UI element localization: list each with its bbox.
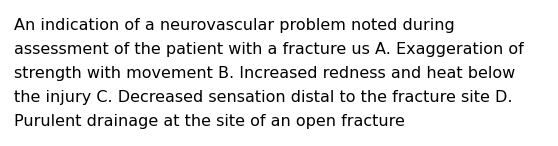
Text: An indication of a neurovascular problem noted during: An indication of a neurovascular problem… [14, 18, 455, 33]
Text: strength with movement B. Increased redness and heat below: strength with movement B. Increased redn… [14, 66, 515, 81]
Text: the injury C. Decreased sensation distal to the fracture site D.: the injury C. Decreased sensation distal… [14, 90, 512, 105]
Text: Purulent drainage at the site of an open fracture: Purulent drainage at the site of an open… [14, 114, 405, 129]
Text: assessment of the patient with a fracture us A. Exaggeration of: assessment of the patient with a fractur… [14, 42, 524, 57]
